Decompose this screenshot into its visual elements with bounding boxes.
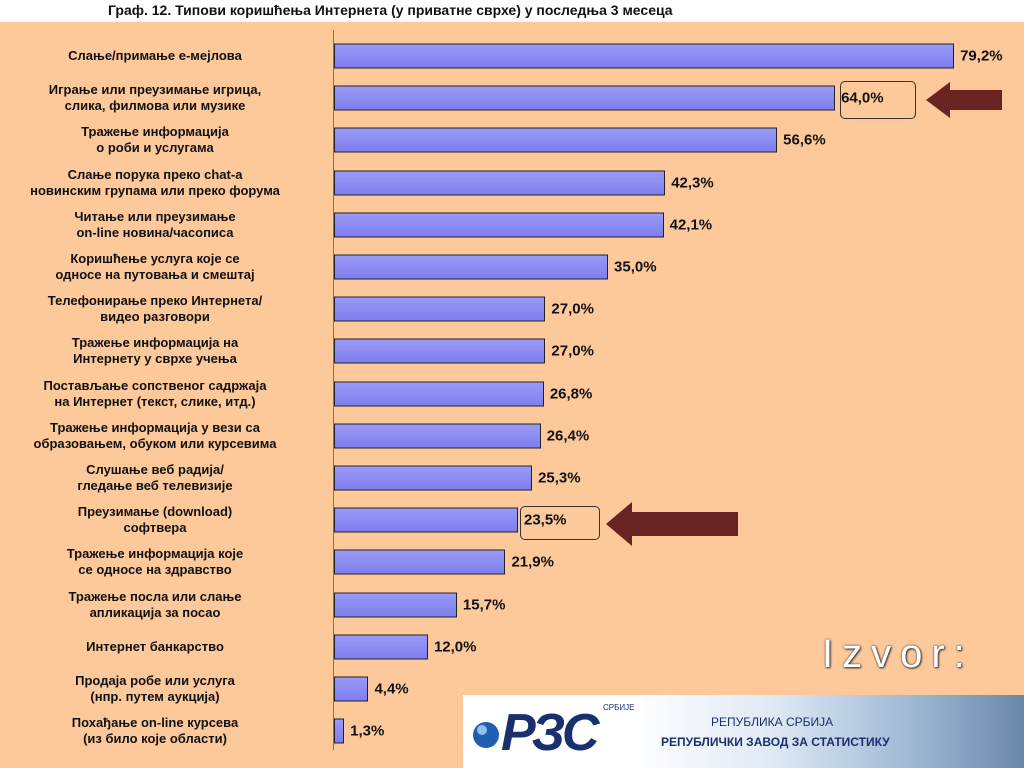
- value-label: 12,0%: [433, 638, 477, 656]
- y-tick-label: Тражење посла или слање апликација за по…: [68, 588, 242, 620]
- value-label: 25,3%: [538, 469, 581, 487]
- y-tick-label: Читање или преузимање on-line новина/час…: [74, 208, 236, 240]
- bar: [334, 549, 506, 575]
- value-label: 56,6%: [783, 131, 826, 149]
- logo-subtext: СРБИЈЕ: [603, 703, 635, 712]
- source-label: Izvor:: [822, 632, 974, 676]
- y-tick-label: Слање порука преко chat-a новинским груп…: [30, 166, 280, 198]
- bar: [334, 212, 664, 238]
- bar: [334, 85, 836, 111]
- value-label: 27,0%: [551, 300, 594, 318]
- bar: [334, 127, 778, 153]
- axis-line: [333, 30, 334, 750]
- arrow: [926, 82, 1002, 118]
- y-tick-label: Продаја робе или услуга (нпр. путем аукц…: [75, 673, 235, 704]
- value-label: 26,8%: [549, 385, 593, 403]
- value-label: 42,1%: [669, 216, 713, 234]
- bar: [334, 718, 345, 744]
- logo-text: РЗС: [501, 704, 599, 762]
- y-tick-label: Слање/примање е-мејлова: [68, 48, 242, 63]
- bar: [334, 423, 541, 449]
- value-label: 26,4%: [546, 427, 590, 445]
- value-label: 21,9%: [511, 553, 554, 571]
- y-tick-label: Постављање сопственог садржаја на Интерн…: [43, 377, 267, 409]
- y-tick-label: Телефонирање преко Интернета/ видео разг…: [47, 293, 263, 325]
- bar: [334, 381, 544, 407]
- y-tick-label: Похађање on-line курсева (из било које о…: [71, 715, 239, 747]
- logo-mark: [473, 722, 499, 748]
- bar: [334, 507, 518, 533]
- bar: [334, 676, 369, 702]
- y-tick-label: Тражење информација у вези са образовање…: [33, 419, 277, 451]
- y-tick-label: Тражење информација на Интернету у сврхе…: [71, 335, 239, 367]
- bar: [334, 634, 428, 660]
- bar: [334, 465, 533, 491]
- chart-title: Граф. 12. Типови коришћења Интернета (у …: [108, 2, 673, 18]
- highlight-box: [840, 81, 916, 119]
- value-label: 35,0%: [614, 258, 657, 276]
- arrow: [606, 502, 738, 546]
- source-line: РЕПУБЛИКА СРБИЈА: [711, 715, 834, 729]
- bar: [334, 296, 546, 322]
- value-label: 15,7%: [462, 596, 506, 614]
- value-label: 79,2%: [960, 47, 1003, 65]
- y-tick-label: Играње или преузимање игрица, слика, фил…: [48, 82, 262, 114]
- value-label: 64,0%: [841, 89, 884, 107]
- y-tick-label: Тражење информација о роби и услугама: [81, 124, 229, 156]
- value-label: 23,5%: [523, 511, 567, 529]
- bar: [334, 592, 457, 618]
- bar: [334, 43, 955, 69]
- source-line: РЕПУБЛИЧКИ ЗАВОД ЗА СТАТИСТИКУ: [661, 735, 890, 749]
- bar: [334, 338, 546, 364]
- value-label: 4,4%: [374, 680, 409, 698]
- bar: [334, 170, 666, 196]
- highlight-box: [520, 506, 600, 540]
- value-label: 42,3%: [671, 174, 714, 192]
- y-tick-label: Слушање веб радија/ гледање веб телевизи…: [77, 462, 233, 493]
- value-label: 1,3%: [350, 722, 385, 740]
- y-tick-label: Коришћење услуга које се односе на путов…: [55, 251, 255, 282]
- source-logo: РЗС СРБИЈЕ РЕПУБЛИКА СРБИЈА РЕПУБЛИЧКИ З…: [463, 695, 1024, 768]
- value-label: 27,0%: [551, 342, 594, 360]
- y-tick-label: Тражење информација које се односе на зд…: [66, 546, 244, 578]
- y-tick-label: Преузимање (download) софтвера: [77, 504, 233, 536]
- y-tick-label: Интернет банкарство: [86, 638, 224, 654]
- bar: [334, 254, 609, 280]
